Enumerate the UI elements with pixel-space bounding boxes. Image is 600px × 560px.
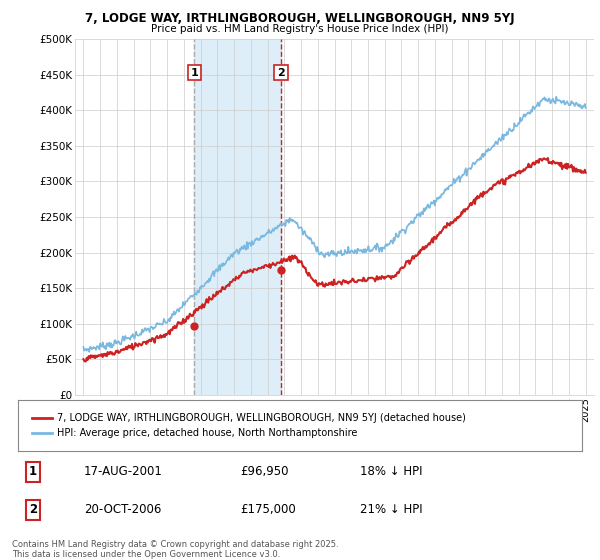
Text: 1: 1 (190, 68, 198, 78)
Text: Contains HM Land Registry data © Crown copyright and database right 2025.
This d: Contains HM Land Registry data © Crown c… (12, 540, 338, 559)
Text: 2: 2 (277, 68, 285, 78)
Text: 2: 2 (29, 503, 37, 516)
Text: 20-OCT-2006: 20-OCT-2006 (84, 503, 161, 516)
Text: 17-AUG-2001: 17-AUG-2001 (84, 465, 163, 478)
Text: 21% ↓ HPI: 21% ↓ HPI (360, 503, 422, 516)
Text: £175,000: £175,000 (240, 503, 296, 516)
Legend: 7, LODGE WAY, IRTHLINGBOROUGH, WELLINGBOROUGH, NN9 5YJ (detached house), HPI: Av: 7, LODGE WAY, IRTHLINGBOROUGH, WELLINGBO… (29, 409, 469, 442)
Text: 18% ↓ HPI: 18% ↓ HPI (360, 465, 422, 478)
Text: 7, LODGE WAY, IRTHLINGBOROUGH, WELLINGBOROUGH, NN9 5YJ: 7, LODGE WAY, IRTHLINGBOROUGH, WELLINGBO… (85, 12, 515, 25)
Bar (194, 39, 281, 395)
Text: Price paid vs. HM Land Registry's House Price Index (HPI): Price paid vs. HM Land Registry's House … (151, 24, 449, 34)
Text: £96,950: £96,950 (240, 465, 289, 478)
Text: 1: 1 (29, 465, 37, 478)
